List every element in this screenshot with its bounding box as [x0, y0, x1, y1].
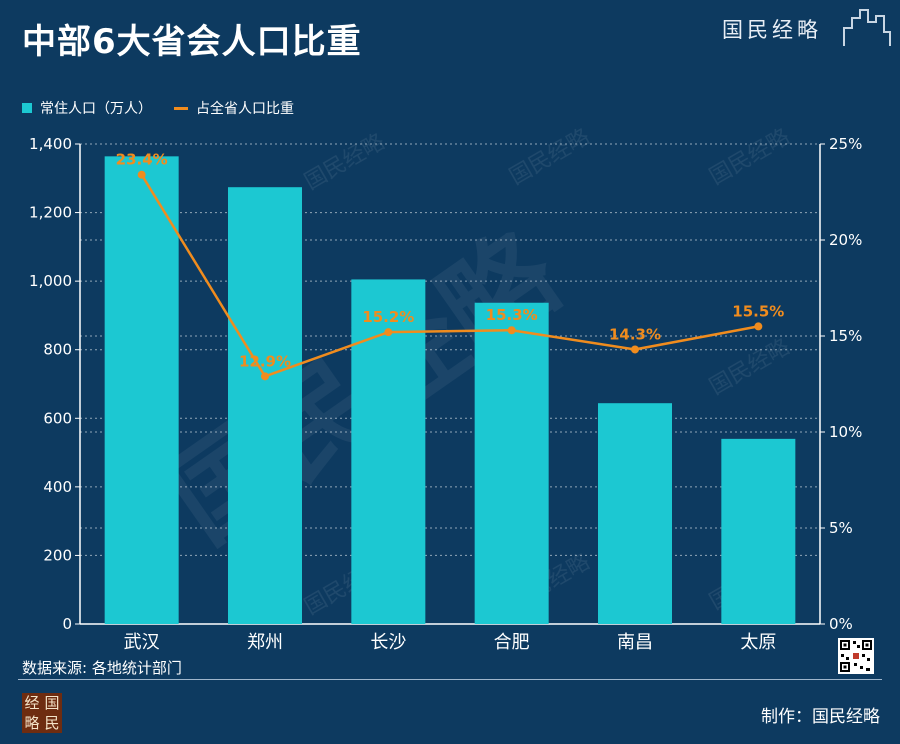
y-left-tick-label: 1,200 [29, 204, 72, 222]
chart-legend: 常住人口（万人） 占全省人口比重 [22, 98, 294, 118]
logo-char: 经 [24, 694, 40, 712]
x-tick-label: 太原 [740, 632, 776, 653]
data-label: 12.9% [239, 352, 291, 370]
x-tick-label: 武汉 [124, 632, 160, 653]
y-right-tick-label: 25% [829, 135, 862, 153]
bar-合肥 [474, 302, 549, 624]
logo-char: 略 [24, 714, 40, 732]
credit: 制作：国民经略 [761, 707, 880, 727]
y-left-tick-label: 400 [43, 478, 72, 496]
line-point [261, 372, 269, 381]
logo-char: 国 [44, 694, 60, 712]
legend-bar-label: 常住人口（万人） [40, 101, 152, 117]
line-point [137, 170, 146, 179]
y-left-tick-label: 1,000 [29, 272, 72, 290]
y-left-tick-label: 600 [43, 409, 72, 427]
qr-code-icon [838, 638, 874, 674]
x-tick-label: 合肥 [494, 632, 530, 653]
bar-南昌 [598, 403, 672, 624]
chart-svg: 0 200 400 600 800 1,000 1,200 1,400 0% 5% 10% 15% 20… [29, 135, 862, 653]
bar-长沙 [351, 279, 426, 624]
brand-logo: 国民经略 [722, 18, 822, 42]
x-tick-label: 郑州 [247, 632, 283, 653]
legend-bar-swatch [22, 103, 32, 113]
data-label: 15.5% [732, 302, 784, 320]
y-left-tick-label: 800 [43, 341, 72, 359]
legend-line-label: 占全省人口比重 [196, 101, 294, 117]
data-source: 数据来源: 各地统计部门 [22, 659, 182, 677]
y-right-tick-label: 10% [829, 423, 862, 441]
y-right-tick-label: 15% [829, 327, 862, 345]
building-icon [843, 9, 891, 46]
y-left-tick-label: 0 [62, 615, 72, 633]
x-tick-label: 长沙 [370, 632, 406, 653]
line-series-share [140, 174, 759, 378]
y-right-tick-label: 5% [829, 519, 853, 537]
y-right-tick-label: 20% [829, 231, 862, 249]
legend-line-swatch [174, 106, 188, 110]
line-point [507, 326, 516, 335]
footer-divider [18, 679, 882, 680]
y-right-tick-label: 0% [829, 615, 853, 633]
line-point [631, 345, 639, 354]
line-point [754, 322, 763, 331]
bar-武汉 [104, 156, 179, 625]
logo-char: 民 [44, 714, 60, 732]
page-title: 中部6大省会人口比重 [22, 22, 362, 62]
data-label: 14.3% [609, 325, 661, 343]
line-point [384, 328, 393, 337]
brand-seal-logo: 经 国 略 民 [22, 693, 62, 733]
y-left-tick-label: 200 [43, 546, 72, 564]
data-label: 15.2% [362, 308, 414, 326]
bar-太原 [721, 438, 796, 624]
y-left-tick-label: 1,400 [29, 135, 72, 153]
bar-郑州 [228, 187, 302, 624]
x-tick-label: 南昌 [617, 632, 653, 653]
data-label: 23.4% [116, 151, 168, 169]
data-label: 15.3% [486, 306, 538, 324]
